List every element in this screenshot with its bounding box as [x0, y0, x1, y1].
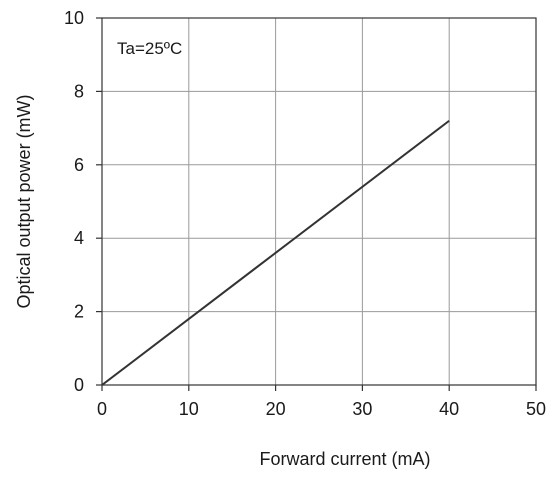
- x-tick-label: 10: [179, 399, 199, 419]
- y-tick-label: 6: [74, 155, 84, 175]
- y-tick-label: 0: [74, 375, 84, 395]
- y-axis-label: Optical output power (mW): [14, 94, 34, 308]
- x-tick-label: 0: [97, 399, 107, 419]
- series-lines: [101, 119, 450, 386]
- x-tick-label: 30: [352, 399, 372, 419]
- x-tick-label: 40: [439, 399, 459, 419]
- y-tick-label: 4: [74, 228, 84, 248]
- temperature-annotation: Ta=25ºC: [117, 39, 182, 58]
- x-tick-label: 50: [526, 399, 546, 419]
- y-tick-label: 8: [74, 81, 84, 101]
- axis-ticks: 0 10 20 30 40 50 0 2 4 6 8 10: [64, 8, 546, 419]
- plot-frame: [101, 17, 537, 386]
- y-tick-label: 2: [74, 302, 84, 322]
- grid-lines: [102, 18, 536, 385]
- x-tick-label: 20: [266, 399, 286, 419]
- x-axis-label: Forward current (mA): [259, 449, 430, 469]
- series-line: [101, 119, 450, 386]
- y-tick-label: 10: [64, 8, 84, 28]
